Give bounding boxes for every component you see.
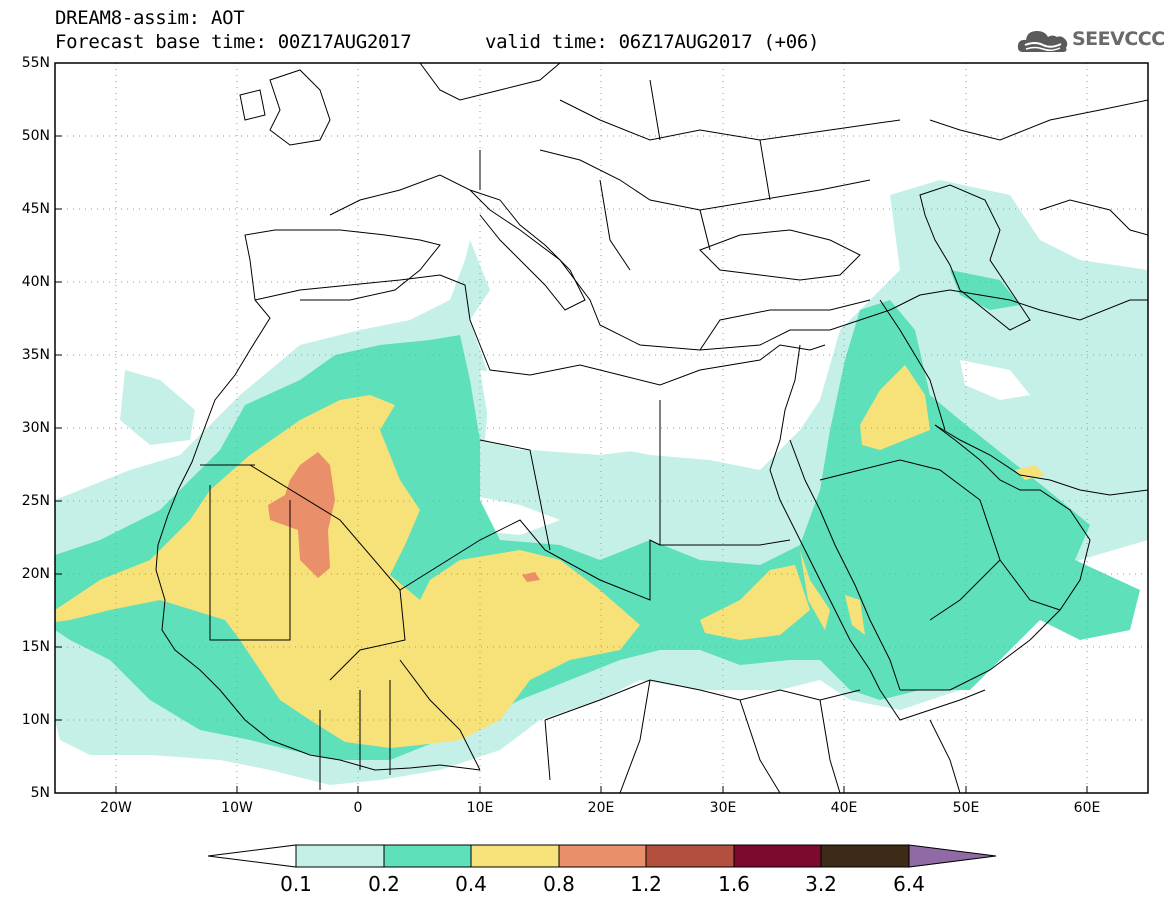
colorbar-swatch (383, 844, 472, 868)
lon-label: 50E (953, 800, 980, 816)
longitude-labels: 20W 10W 0 10E 20E 30E 40E 50E 60E (100, 800, 1100, 816)
colorbar-swatch (733, 844, 822, 868)
colorbar-over-arrow (908, 844, 997, 868)
lat-label: 35N (22, 347, 50, 363)
cloud-icon (1017, 31, 1068, 52)
seevccc-logo: SEEVCCC (1017, 26, 1165, 56)
lon-label: 30E (710, 800, 737, 816)
lat-label: 20N (22, 566, 50, 582)
colorbar-swatch (645, 844, 735, 868)
colorbar-swatch (470, 844, 560, 868)
lat-label: 15N (22, 639, 50, 655)
colorbar-label: 3.2 (805, 872, 837, 896)
colorbar-label: 0.2 (368, 872, 400, 896)
lat-label: 50N (22, 128, 50, 144)
colorbar-label: 0.8 (543, 872, 575, 896)
lat-label: 10N (22, 712, 50, 728)
axis-ticks (55, 62, 1088, 794)
colorbar-swatch (820, 844, 910, 868)
colorbar (207, 844, 997, 868)
lat-label: 5N (31, 785, 50, 801)
latitude-labels: 5N 10N 15N 20N 25N 30N 35N 40N 45N 50N 5… (22, 55, 50, 801)
aot-contours (55, 180, 1148, 785)
colorbar-label: 1.2 (630, 872, 662, 896)
lon-label: 60E (1074, 800, 1101, 816)
aot-level-0.4 (55, 365, 1045, 748)
chart-title: DREAM8-assim: AOT (55, 7, 245, 29)
colorbar-swatch (295, 844, 385, 868)
valid-time: valid time: 06Z17AUG2017 (+06) (485, 31, 820, 53)
colorbar-swatch (558, 844, 647, 868)
colorbar-label: 1.6 (718, 872, 750, 896)
colorbar-label: 0.4 (455, 872, 487, 896)
lat-label: 55N (22, 55, 50, 71)
lat-label: 45N (22, 201, 50, 217)
lon-label: 20W (100, 800, 132, 816)
lon-label: 10W (221, 800, 253, 816)
logo-text: SEEVCCC (1072, 28, 1165, 50)
colorbar-under-arrow (207, 844, 297, 868)
lon-label: 40E (831, 800, 858, 816)
lon-label: 10E (467, 800, 494, 816)
lon-label: 20E (588, 800, 615, 816)
colorbar-label: 6.4 (893, 872, 925, 896)
colorbar-label: 0.1 (280, 872, 312, 896)
coastlines-and-borders (155, 63, 1148, 793)
lon-label: 0 (354, 800, 363, 816)
forecast-base-time: Forecast base time: 00Z17AUG2017 (55, 31, 412, 53)
lat-label: 40N (22, 274, 50, 290)
aot-gap-areas (425, 360, 1030, 535)
lat-label: 25N (22, 493, 50, 509)
lat-label: 30N (22, 420, 50, 436)
map-gridlines (55, 63, 1148, 793)
